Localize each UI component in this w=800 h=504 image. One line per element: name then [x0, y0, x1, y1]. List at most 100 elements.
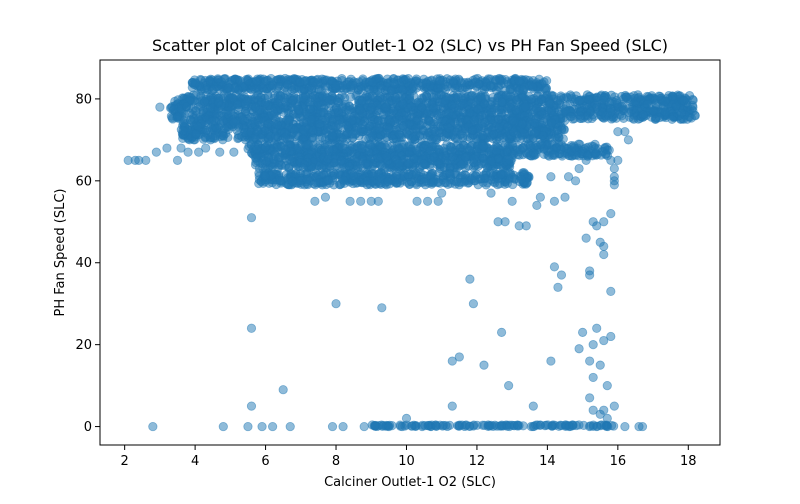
scatter-point [322, 93, 332, 103]
scatter-point [229, 147, 239, 157]
scatter-point [380, 102, 390, 112]
x-tick-label: 8 [332, 454, 340, 469]
scatter-point [660, 107, 670, 117]
scatter-point [584, 95, 594, 105]
scatter-point [182, 102, 192, 112]
scatter-point [469, 153, 479, 164]
scatter-point [469, 115, 479, 125]
scatter-point [344, 101, 355, 111]
scatter-point [272, 120, 283, 130]
scatter-point [581, 155, 591, 165]
scatter-point [357, 96, 367, 106]
scatter-point [260, 98, 270, 108]
scatter-point [314, 84, 324, 94]
scatter-point [298, 125, 308, 135]
scatter-point [456, 78, 467, 88]
scatter-point [581, 233, 591, 243]
scatter-point [529, 421, 539, 431]
scatter-point [263, 119, 273, 129]
scatter-point [599, 241, 609, 251]
scatter-point [493, 115, 504, 125]
scatter-point [148, 421, 158, 432]
x-tick-label: 2 [121, 454, 129, 469]
scatter-point [420, 421, 430, 431]
scatter-point [508, 116, 518, 126]
scatter-point [377, 303, 387, 313]
scatter-point [459, 177, 469, 187]
scatter-point [275, 175, 285, 186]
scatter-point [546, 356, 556, 366]
scatter-point [172, 155, 183, 165]
scatter-point [309, 77, 319, 87]
scatter-point [411, 145, 421, 155]
scatter-point [339, 175, 349, 185]
x-tick-label: 16 [610, 454, 627, 469]
scatter-point [467, 125, 478, 136]
scatter-point [183, 147, 193, 157]
scatter-point [458, 99, 468, 109]
scatter-point [323, 154, 333, 164]
scatter-point [599, 249, 609, 260]
scatter-point [489, 129, 499, 139]
scatter-point [359, 421, 369, 432]
scatter-point [401, 413, 412, 423]
scatter-point [504, 381, 514, 391]
scatter-point [512, 420, 523, 430]
scatter-point [261, 76, 271, 86]
scatter-point [418, 78, 428, 88]
scatter-point [310, 180, 321, 190]
scatter-point [356, 196, 366, 206]
scatter-point [667, 114, 677, 124]
scatter-point [257, 421, 267, 432]
scatter-point [266, 83, 277, 93]
scatter-point [373, 196, 383, 206]
scatter-point [390, 117, 400, 127]
scatter-point [472, 169, 482, 179]
scatter-point [438, 75, 448, 86]
scatter-point [223, 83, 233, 93]
scatter-point [178, 126, 188, 136]
scatter-point [560, 106, 570, 116]
scatter-point [375, 160, 385, 170]
scatter-point [199, 96, 210, 107]
scatter-point [437, 188, 447, 198]
scatter-point [358, 120, 368, 130]
scatter-point [606, 331, 616, 342]
scatter-point [342, 120, 352, 131]
x-tick-label: 18 [680, 454, 697, 469]
scatter-point [561, 92, 572, 102]
scatter-point [440, 96, 450, 106]
scatter-point [526, 94, 536, 104]
scatter-point [260, 142, 271, 152]
scatter-point [660, 96, 670, 107]
y-tick-label: 60 [75, 174, 92, 189]
scatter-point [389, 79, 400, 89]
scatter-point [428, 93, 439, 103]
scatter-point [592, 323, 602, 333]
scatter-point [293, 104, 303, 115]
scatter-point [676, 108, 687, 118]
scatter-point [348, 129, 358, 139]
scatter-point [302, 174, 312, 185]
scatter-point [401, 74, 411, 84]
y-tick-label: 0 [84, 420, 92, 435]
scatter-point [261, 156, 272, 166]
scatter-point [323, 175, 333, 186]
scatter-point [650, 114, 660, 124]
scatter-point [193, 121, 203, 131]
scatter-point [366, 103, 376, 113]
scatter-point [330, 81, 341, 91]
scatter-point [419, 177, 429, 187]
scatter-point [609, 172, 619, 182]
scatter-point [617, 111, 627, 121]
scatter-point [667, 91, 678, 101]
x-tick-label: 4 [191, 454, 199, 469]
scatter-point [246, 213, 257, 223]
scatter-point [588, 340, 598, 350]
scatter-point [438, 420, 449, 431]
scatter-point [595, 360, 605, 370]
scatter-point [507, 196, 517, 206]
scatter-point [417, 93, 427, 103]
scatter-point [638, 110, 648, 120]
